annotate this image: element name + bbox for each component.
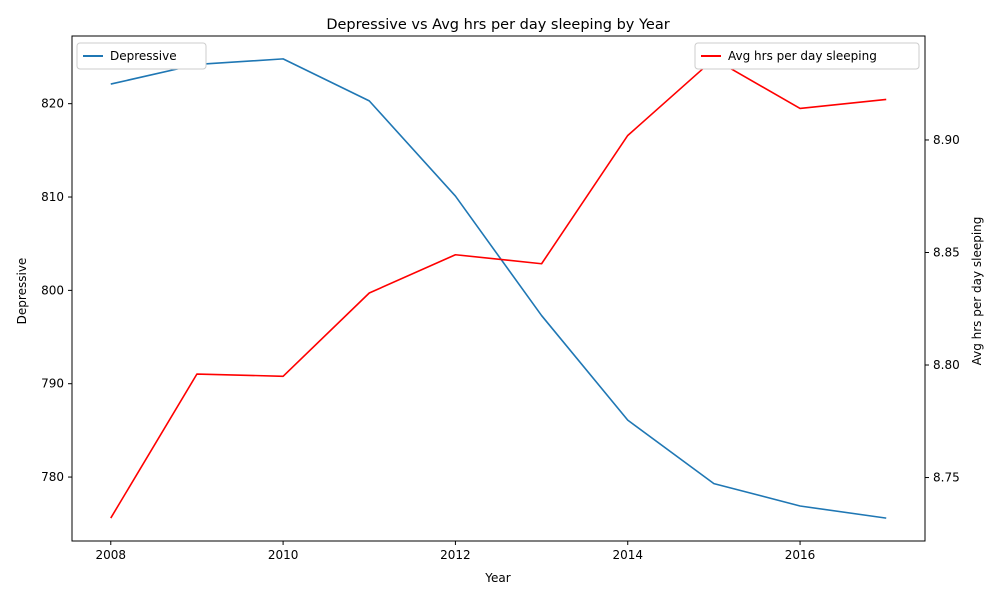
y-left-tick-label: 820 xyxy=(41,97,64,111)
y-left-tick-label: 810 xyxy=(41,190,64,204)
plot-area xyxy=(71,35,926,542)
legend-depressive-label: Depressive xyxy=(110,49,177,63)
x-axis-label: Year xyxy=(484,571,510,585)
y-left-tick-label: 780 xyxy=(41,470,64,484)
y-axis-left: 780 790 800 810 820 xyxy=(41,97,72,484)
legend-depressive: Depressive xyxy=(76,42,207,70)
y-right-tick-label: 8.90 xyxy=(933,133,960,147)
y-left-tick-label: 790 xyxy=(41,377,64,391)
legend-sleeping-box xyxy=(694,42,920,70)
y-right-tick-label: 8.75 xyxy=(933,471,960,485)
y-left-tick-label: 800 xyxy=(41,283,64,297)
x-tick-label: 2010 xyxy=(268,548,299,562)
series-line-depressive xyxy=(110,58,887,519)
plot-frame xyxy=(71,35,926,542)
chart-title: Depressive vs Avg hrs per day sleeping b… xyxy=(326,17,669,33)
x-axis: 2008 2010 2012 2014 2016 xyxy=(95,541,815,562)
legend-sleeping-label: Avg hrs per day sleeping xyxy=(728,49,877,63)
y-axis-left-label: Depressive xyxy=(15,258,29,325)
x-tick-label: 2012 xyxy=(440,548,471,562)
legend-sleeping: Avg hrs per day sleeping xyxy=(694,42,920,70)
y-axis-right: 8.75 8.80 8.85 8.90 xyxy=(925,133,960,485)
x-tick-label: 2008 xyxy=(95,548,126,562)
y-right-tick-label: 8.80 xyxy=(933,358,960,372)
y-right-tick-label: 8.85 xyxy=(933,245,960,259)
y-axis-right-label: Avg hrs per day sleeping xyxy=(970,217,984,366)
series-line-sleeping xyxy=(110,58,887,519)
x-tick-label: 2014 xyxy=(612,548,643,562)
x-tick-label: 2016 xyxy=(785,548,816,562)
legend-depressive-box xyxy=(76,42,207,70)
